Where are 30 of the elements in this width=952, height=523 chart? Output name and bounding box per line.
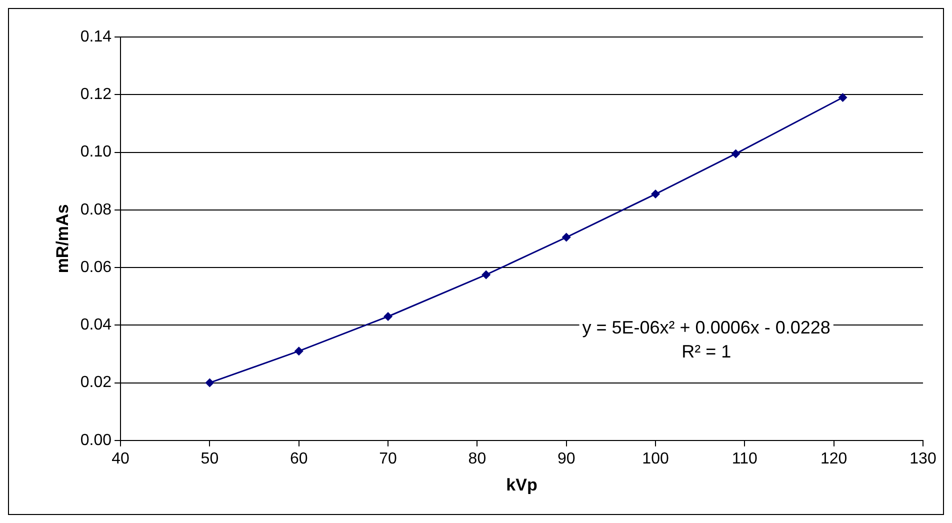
point xyxy=(562,232,571,242)
x-tick-label: 90 xyxy=(557,450,576,468)
x-tick-label: 80 xyxy=(468,450,486,468)
x-tick-label: 70 xyxy=(379,450,398,468)
point xyxy=(384,312,393,321)
x-tick-label: 50 xyxy=(200,450,219,468)
y-tick-label: 0.02 xyxy=(80,374,112,392)
x-tick-label: 100 xyxy=(642,450,669,468)
point xyxy=(205,378,214,388)
y-tick-label: 0.08 xyxy=(80,201,112,218)
point xyxy=(731,149,740,158)
y-tick-label: 0.10 xyxy=(80,144,112,161)
y-axis-title: mR/mAs xyxy=(52,204,72,274)
annotation: R² = 1 xyxy=(682,342,732,362)
x-axis-title: kVp xyxy=(506,475,538,494)
annotation: y = 5E-06x² + 0.0006x - 0.0228 xyxy=(582,318,830,338)
x-tick-label: 110 xyxy=(732,450,758,468)
x-tick-label: 60 xyxy=(290,450,308,468)
point xyxy=(482,270,491,280)
y-tick-label: 0.04 xyxy=(80,316,112,334)
x-tick-label: 40 xyxy=(112,450,130,468)
point xyxy=(651,190,660,199)
y-tick-label: 0.06 xyxy=(80,258,112,276)
point xyxy=(838,93,848,102)
y-tick-label: 0.12 xyxy=(80,86,112,104)
y-tick-label: 0.14 xyxy=(80,28,112,46)
y-tick-label: 0.00 xyxy=(80,432,112,449)
x-tick-label: 130 xyxy=(910,450,936,468)
point xyxy=(294,346,304,356)
x-tick-label: 120 xyxy=(820,450,848,468)
